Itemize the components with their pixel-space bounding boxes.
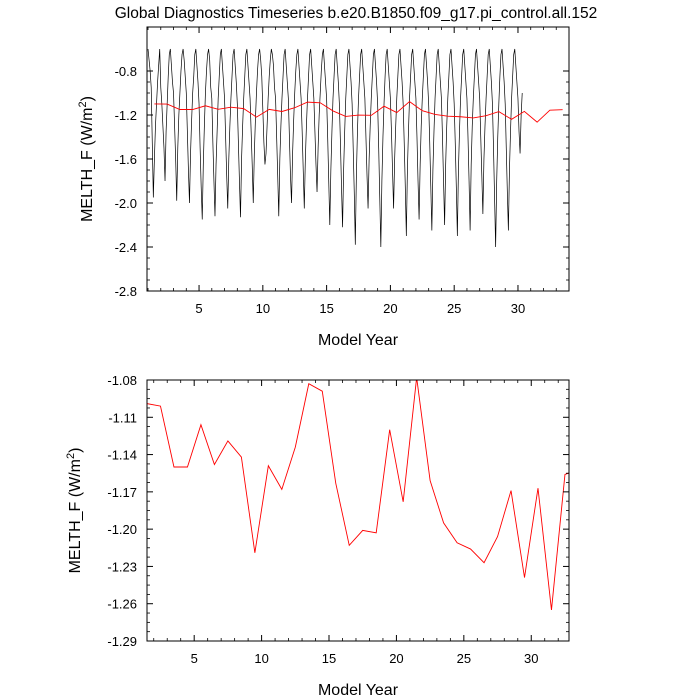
panel-2-annual-series-line — [147, 380, 569, 610]
panel-2-xtick-label: 25 — [457, 651, 471, 666]
panel-2-ytick-label: -1.20 — [107, 522, 137, 537]
panel-2-ytick-label: -1.26 — [107, 597, 137, 612]
panel-1-xtick-label: 5 — [195, 301, 202, 316]
panel-2-plot-frame — [146, 379, 570, 642]
panel-2-x-axis-title: Model Year — [318, 682, 399, 699]
panel-1-xtick-label: 25 — [447, 301, 461, 316]
panel-1-x-axis-title: Model Year — [318, 332, 399, 349]
panel-1-ytick-label: -1.6 — [115, 152, 137, 167]
panel-1-plot-frame — [146, 26, 570, 292]
panel-2-ytick-label: -1.11 — [108, 410, 137, 425]
panel-2-xtick-label: 30 — [524, 651, 538, 666]
panel-1-xtick-label: 20 — [383, 301, 397, 316]
panel-1-y-axis-title: MELTH_F (W/m2) — [77, 96, 96, 222]
panel-1-y-axis-title-main: MELTH_F (W/m — [79, 108, 96, 222]
panel-1-y-axis-title-sup: 2 — [77, 101, 89, 107]
panel-2-ytick-label: -1.08 — [107, 373, 137, 388]
panel-1-ytick-label: -2.0 — [115, 196, 137, 211]
panel-1-xtick-label: 30 — [511, 301, 525, 316]
panel-2-xtick-label: 10 — [254, 651, 268, 666]
panel-2-ytick-label: -1.23 — [107, 559, 137, 574]
panel-1-ytick-label: -1.2 — [115, 108, 137, 123]
panel-1-ytick-label: -0.8 — [115, 64, 137, 79]
figure-title: Global Diagnostics Timeseries b.e20.B185… — [115, 5, 598, 22]
panel-2-ytick-label: -1.29 — [107, 634, 137, 649]
panel-1-monthly-series-line — [147, 48, 523, 248]
panel-1-xtick-label: 15 — [319, 301, 333, 316]
panel-2-y-axis-title-main: MELTH_F (W/m — [67, 459, 84, 573]
panel-2-y-axis-title-end: ) — [67, 448, 84, 453]
panel-2-xtick-label: 20 — [389, 651, 403, 666]
panel-2-ytick-label: -1.14 — [107, 448, 137, 463]
panel-1-annual-series-line — [154, 101, 563, 123]
panel-1-y-axis-title-end: ) — [79, 96, 96, 101]
panel-2-y-axis-title: MELTH_F (W/m2) — [65, 448, 84, 574]
panel-2-xtick-label: 5 — [191, 651, 198, 666]
panel-2-y-axis-title-sup: 2 — [65, 453, 77, 459]
panel-1: 5 10 15 20 25 30 -2.8 -2.4 -2.0 -1.6 -1.2 -0.8 Model… — [77, 26, 570, 349]
panel-2-xtick-label: 15 — [322, 651, 336, 666]
panel-1-ytick-label: -2.8 — [115, 284, 137, 299]
panel-1-ytick-label: -2.4 — [115, 240, 137, 255]
panel-1-xtick-label: 10 — [256, 301, 270, 316]
panel-2: 5 10 15 20 25 30 -1.29 -1.26 -1.23 -1.20 -1.17 -1.1… — [65, 373, 570, 699]
panel-2-ytick-label: -1.17 — [107, 485, 137, 500]
